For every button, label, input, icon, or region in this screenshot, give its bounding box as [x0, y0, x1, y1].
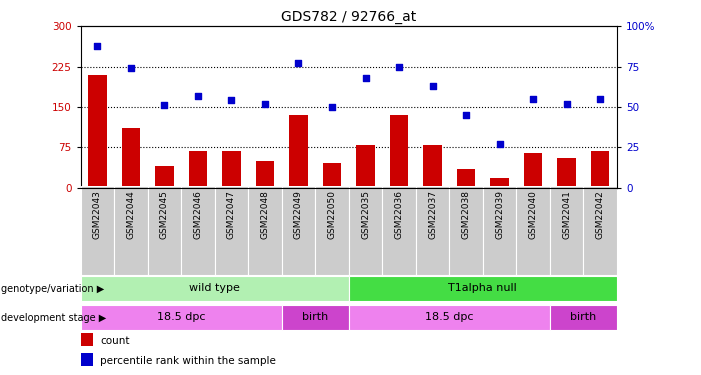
Text: GSM22042: GSM22042: [596, 190, 605, 238]
Point: [192, 93, 203, 99]
Bar: [88, 75, 107, 188]
Bar: [315, 186, 349, 274]
Bar: [591, 151, 609, 188]
Bar: [81, 353, 93, 366]
Text: GSM22040: GSM22040: [529, 190, 538, 239]
Bar: [81, 276, 349, 301]
Text: 18.5 dpc: 18.5 dpc: [425, 312, 474, 322]
Bar: [282, 305, 349, 330]
Bar: [349, 186, 382, 274]
Point: [125, 65, 137, 71]
Point: [494, 141, 505, 147]
Bar: [550, 186, 583, 274]
Point: [561, 100, 572, 106]
Text: birth: birth: [570, 312, 597, 322]
Text: wild type: wild type: [189, 283, 240, 293]
Point: [327, 104, 338, 110]
Bar: [222, 151, 240, 188]
Text: GSM22044: GSM22044: [126, 190, 135, 238]
Text: genotype/variation ▶: genotype/variation ▶: [1, 284, 104, 294]
Text: GSM22041: GSM22041: [562, 190, 571, 239]
Bar: [148, 186, 181, 274]
Bar: [423, 144, 442, 188]
Point: [427, 83, 438, 89]
Text: GSM22048: GSM22048: [261, 190, 269, 239]
Text: T1alpha null: T1alpha null: [449, 283, 517, 293]
Bar: [256, 160, 274, 188]
Bar: [550, 305, 617, 330]
Text: birth: birth: [302, 312, 328, 322]
Bar: [181, 186, 215, 274]
Bar: [390, 115, 408, 188]
Bar: [114, 186, 148, 274]
Point: [226, 98, 237, 104]
Bar: [557, 158, 576, 188]
Text: count: count: [100, 336, 130, 345]
Bar: [524, 153, 543, 188]
Bar: [155, 166, 174, 188]
Point: [293, 60, 304, 66]
Bar: [189, 151, 207, 188]
Point: [360, 75, 371, 81]
Point: [527, 96, 538, 102]
Title: GDS782 / 92766_at: GDS782 / 92766_at: [281, 10, 416, 24]
Text: GSM22035: GSM22035: [361, 190, 370, 239]
Point: [393, 63, 404, 70]
Bar: [449, 186, 483, 274]
Bar: [81, 333, 93, 346]
Bar: [491, 178, 509, 188]
Text: GSM22047: GSM22047: [227, 190, 236, 239]
Text: GSM22049: GSM22049: [294, 190, 303, 239]
Text: 18.5 dpc: 18.5 dpc: [157, 312, 205, 322]
Text: GSM22039: GSM22039: [495, 190, 504, 239]
Bar: [583, 186, 617, 274]
Bar: [215, 186, 248, 274]
Bar: [382, 186, 416, 274]
Bar: [322, 164, 341, 188]
Bar: [517, 186, 550, 274]
Bar: [122, 128, 140, 188]
Text: GSM22043: GSM22043: [93, 190, 102, 239]
Text: GSM22046: GSM22046: [193, 190, 203, 239]
Point: [92, 43, 103, 49]
Bar: [349, 305, 550, 330]
Text: percentile rank within the sample: percentile rank within the sample: [100, 356, 276, 366]
Text: GSM22037: GSM22037: [428, 190, 437, 239]
Bar: [356, 144, 375, 188]
Point: [159, 102, 170, 108]
Bar: [457, 169, 475, 188]
Bar: [282, 186, 315, 274]
Text: GSM22045: GSM22045: [160, 190, 169, 239]
Text: GSM22036: GSM22036: [395, 190, 404, 239]
Point: [594, 96, 606, 102]
Point: [461, 112, 472, 118]
Bar: [81, 305, 282, 330]
Bar: [416, 186, 449, 274]
Point: [259, 100, 271, 106]
Bar: [483, 186, 517, 274]
Text: GSM22038: GSM22038: [461, 190, 470, 239]
Text: GSM22050: GSM22050: [327, 190, 336, 239]
Bar: [248, 186, 282, 274]
Bar: [290, 115, 308, 188]
Bar: [81, 186, 114, 274]
Bar: [349, 276, 617, 301]
Text: development stage ▶: development stage ▶: [1, 313, 106, 323]
